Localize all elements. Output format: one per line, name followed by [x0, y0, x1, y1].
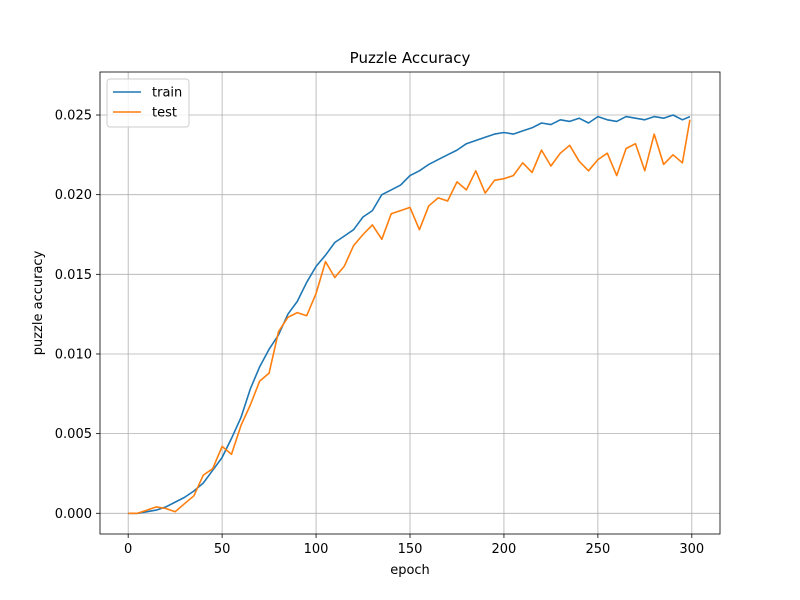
series-line-train — [128, 114, 691, 515]
y-tick-label: 0.015 — [55, 268, 92, 283]
x-axis-label: epoch — [390, 563, 430, 578]
series-lines — [128, 114, 691, 515]
y-tick-label: 0.000 — [55, 507, 92, 522]
y-tick-label: 0.005 — [55, 427, 92, 442]
legend-label-train: train — [152, 86, 182, 101]
y-tick-label: 0.020 — [55, 188, 92, 203]
axes: 0 50 100 150 200 250 300 0.000 0.005 0.010 0.015 0.… — [55, 71, 721, 557]
legend: train test — [106, 78, 190, 128]
y-tick-label: 0.025 — [55, 109, 92, 124]
x-tick-label: 150 — [398, 542, 423, 557]
x-tick-label: 100 — [304, 542, 329, 557]
grid — [100, 72, 720, 534]
y-tick-label: 0.010 — [55, 347, 92, 362]
legend-label-test: test — [152, 106, 177, 121]
x-tick-label: 200 — [492, 542, 517, 557]
x-tick-label: 300 — [679, 542, 704, 557]
x-tick-label: 0 — [124, 542, 132, 557]
x-tick-label: 50 — [214, 542, 231, 557]
chart-title: Puzzle Accuracy — [350, 49, 471, 67]
legend-box — [106, 78, 190, 128]
x-tick-label: 250 — [585, 542, 610, 557]
series-line-test — [128, 119, 691, 515]
y-axis-label: puzzle accuracy — [31, 250, 46, 355]
